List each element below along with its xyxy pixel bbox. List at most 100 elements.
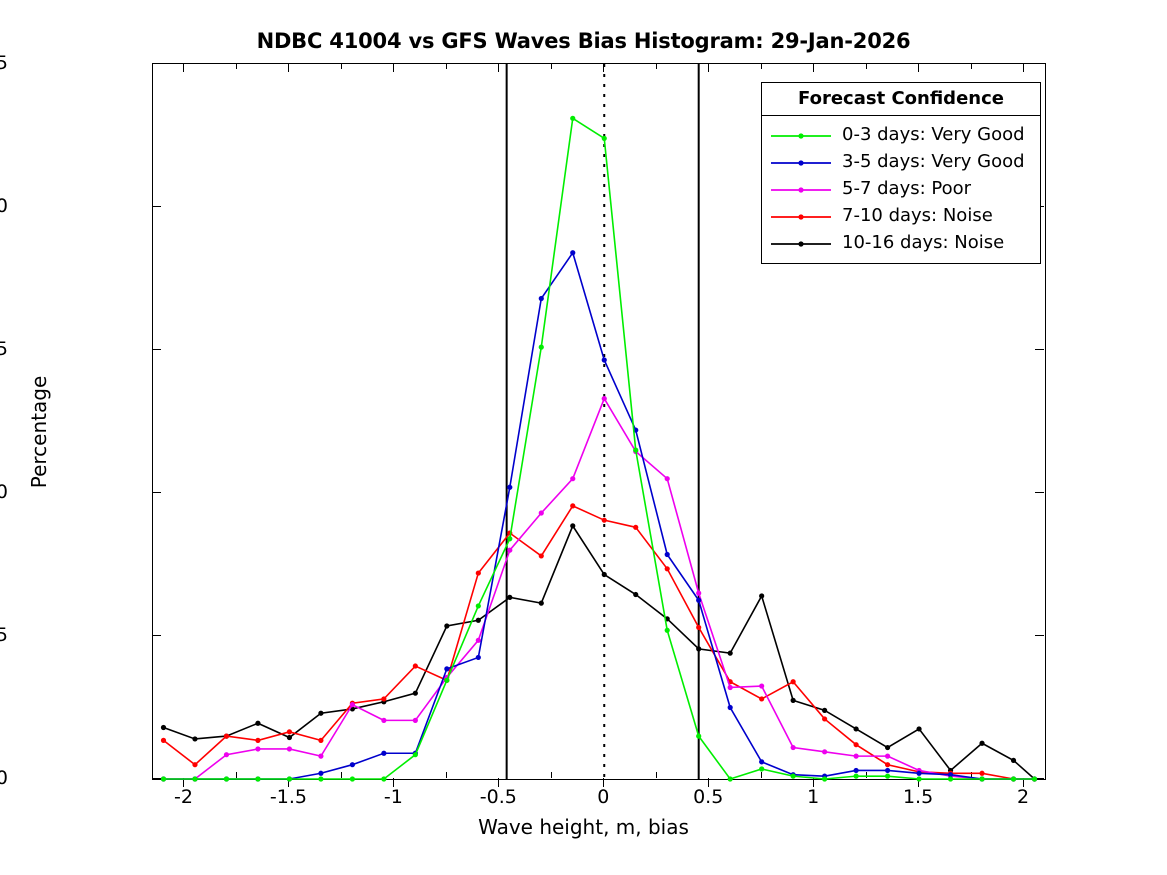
- data-point: [412, 663, 418, 669]
- x-tick-mark: [183, 63, 185, 72]
- y-axis-label: Percentage: [27, 375, 51, 489]
- data-point: [286, 734, 293, 741]
- data-point: [853, 726, 859, 732]
- x-tick-label: -1.5: [269, 786, 307, 808]
- x-tick-mark-minor: [970, 772, 972, 778]
- data-point: [318, 737, 324, 743]
- x-tick-label: 2: [1016, 786, 1030, 808]
- legend-item[interactable]: 3-5 days: Very Good: [762, 148, 1040, 175]
- data-point: [664, 566, 670, 572]
- data-point: [538, 553, 544, 559]
- data-point: [790, 773, 796, 779]
- x-tick-mark-minor: [340, 772, 342, 778]
- data-point: [160, 724, 167, 731]
- series-line: [163, 396, 1035, 780]
- data-point: [601, 135, 607, 141]
- x-tick-mark: [813, 778, 815, 787]
- data-point: [160, 737, 167, 743]
- y-tick-mark: [1035, 349, 1044, 350]
- data-point: [570, 476, 576, 482]
- x-tick-mark: [1023, 778, 1024, 787]
- data-point: [979, 776, 985, 782]
- data-point: [381, 750, 387, 756]
- data-point: [475, 570, 481, 576]
- x-tick-mark-minor: [550, 772, 552, 778]
- data-point: [853, 753, 859, 759]
- x-tick-mark: [498, 778, 500, 787]
- data-point: [507, 594, 513, 600]
- data-point: [979, 740, 985, 746]
- legend-item-label: 5-7 days: Poor: [842, 178, 972, 199]
- series-2: [160, 396, 1038, 782]
- data-point: [318, 770, 324, 776]
- x-tick-label: -0.5: [479, 786, 517, 808]
- x-tick-label: -2: [173, 786, 193, 808]
- data-point: [160, 776, 167, 782]
- data-point: [255, 746, 261, 752]
- legend-item[interactable]: 0-3 days: Very Good: [762, 121, 1040, 148]
- data-point: [318, 710, 324, 716]
- legend-items: 0-3 days: Very Good 3-5 days: Very Good 5-…: [762, 116, 1040, 263]
- y-tick-mark: [152, 492, 161, 493]
- data-point: [633, 447, 639, 453]
- data-point: [507, 547, 513, 553]
- data-point: [318, 753, 324, 759]
- data-point: [381, 696, 387, 702]
- data-point: [759, 766, 765, 772]
- x-tick-mark-minor: [760, 772, 762, 778]
- x-tick-label: 0: [597, 786, 610, 808]
- y-tick-mark: [152, 635, 161, 636]
- x-tick-mark: [708, 778, 710, 787]
- x-tick-label: 0.5: [693, 786, 724, 808]
- y-tick-mark: [152, 206, 161, 207]
- x-tick-mark: [1023, 63, 1024, 72]
- x-tick-mark-minor: [235, 63, 237, 69]
- data-point: [223, 752, 230, 758]
- data-point: [916, 776, 922, 782]
- data-point: [664, 551, 670, 558]
- data-point: [192, 762, 198, 768]
- legend-item[interactable]: 10-16 days: Noise: [762, 229, 1040, 256]
- data-point: [444, 666, 450, 672]
- data-point: [538, 295, 544, 302]
- data-point: [412, 752, 418, 758]
- data-point: [570, 523, 576, 529]
- data-point: [444, 677, 450, 683]
- data-point: [759, 593, 765, 599]
- legend-item[interactable]: 7-10 days: Noise: [762, 202, 1040, 229]
- y-tick-label: 0: [0, 767, 8, 789]
- y-tick-label: 5: [0, 624, 8, 646]
- legend-line-icon: [769, 209, 833, 223]
- x-tick-label: 1.5: [902, 786, 934, 808]
- series-0: [160, 115, 1038, 782]
- data-point: [349, 702, 355, 708]
- x-tick-mark-minor: [865, 63, 867, 69]
- data-point: [696, 646, 702, 652]
- data-point: [696, 590, 702, 596]
- data-point: [192, 776, 198, 782]
- legend-line-icon: [769, 128, 833, 142]
- x-tick-mark: [183, 778, 185, 787]
- data-point: [601, 357, 607, 363]
- data-point: [633, 591, 639, 598]
- legend-line-icon: [769, 182, 833, 196]
- x-tick-mark-minor: [970, 63, 972, 69]
- data-point: [570, 250, 576, 256]
- legend-item[interactable]: 5-7 days: Poor: [762, 175, 1040, 202]
- x-tick-mark: [813, 63, 815, 72]
- x-tick-mark: [918, 63, 920, 72]
- legend-item-label: 10-16 days: Noise: [842, 232, 1005, 253]
- data-point: [947, 776, 954, 782]
- legend-line-icon: [769, 155, 833, 169]
- x-tick-mark: [603, 778, 605, 787]
- y-tick-mark: [1035, 778, 1044, 779]
- data-point: [979, 770, 985, 776]
- legend-item-label: 7-10 days: Noise: [842, 205, 993, 226]
- data-point: [475, 637, 481, 643]
- x-tick-mark: [498, 63, 500, 72]
- x-tick-mark: [288, 63, 290, 72]
- data-point: [727, 650, 733, 656]
- data-point: [507, 484, 513, 490]
- x-tick-mark: [288, 778, 290, 787]
